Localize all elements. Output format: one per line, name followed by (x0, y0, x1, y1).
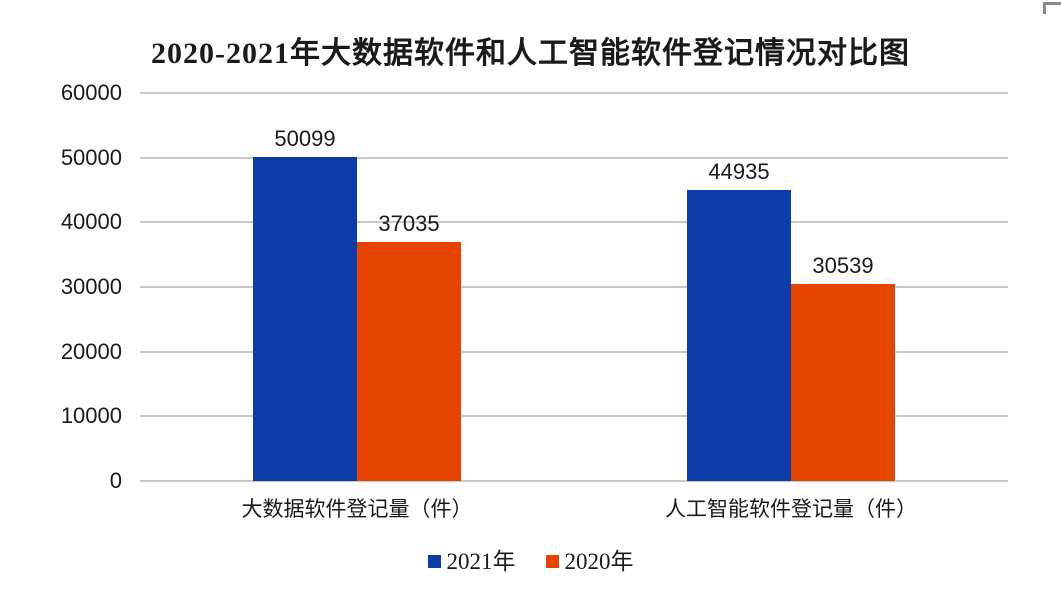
window-corner-mark-top (1043, 2, 1061, 5)
y-tick-label: 60000 (60, 80, 122, 105)
chart-title: 2020-2021年大数据软件和人工智能软件登记情况对比图 (151, 37, 910, 70)
bar-value-label: 37035 (378, 210, 440, 236)
gridline (140, 92, 1008, 94)
gridline (140, 350, 1008, 353)
x-category-label: 人工智能软件登记量（件） (665, 497, 917, 521)
window-corner-mark-side (1043, 2, 1046, 14)
legend-swatch (427, 555, 441, 568)
legend-label: 2021年 (446, 549, 516, 574)
gridline (140, 415, 1008, 418)
bar-value-label: 50099 (274, 126, 336, 152)
x-category-label: 大数据软件登记量（件） (241, 497, 473, 521)
x-axis-line (140, 480, 1008, 482)
legend-item-2020年[interactable]: 2020年 (545, 549, 634, 574)
legend: 2021年 2020年 (0, 550, 1061, 573)
bar-2020年-cat2[interactable] (791, 283, 895, 481)
bar-2021年-cat2[interactable] (687, 190, 791, 481)
gridline (140, 156, 1008, 159)
y-tick-label: 20000 (60, 338, 122, 364)
y-tick-label: 40000 (60, 209, 122, 235)
legend-swatch (545, 555, 559, 568)
y-tick-label: 0 (109, 468, 122, 493)
y-tick-label: 50000 (60, 144, 122, 170)
legend-item-2021年[interactable]: 2021年 (427, 549, 516, 574)
bar-value-label: 30539 (812, 252, 874, 278)
y-tick-label: 30000 (60, 274, 122, 299)
legend-label: 2020年 (564, 549, 634, 574)
bar-2020年-cat1[interactable] (357, 241, 461, 481)
gridline (140, 286, 1008, 288)
bar-value-label: 44935 (708, 159, 770, 185)
y-tick-label: 10000 (60, 403, 122, 429)
gridline (140, 221, 1008, 224)
bar-2021年-cat1[interactable] (253, 157, 357, 481)
